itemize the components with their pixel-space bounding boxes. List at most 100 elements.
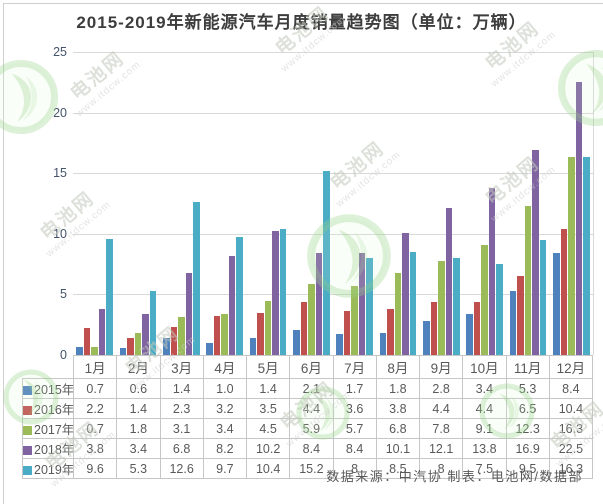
table-row-2015年: 2015年 0.7 0.6 1.4 1.0 1.4 2.1 1.7 1.8 2.8 3.4 5.3 8.… (22, 378, 594, 399)
gridline (73, 233, 593, 235)
month-header: 9月 (418, 355, 464, 379)
bar-2016年-3月 (170, 327, 178, 355)
table-cell: 3.4 (116, 438, 161, 459)
table-cell: 8.4 (289, 438, 334, 459)
bar-group-1月 (73, 238, 116, 355)
table-cell: 3.2 (202, 398, 248, 419)
bar-2016年-6月 (300, 301, 308, 355)
bar-2015年-11月 (509, 290, 517, 355)
bar-2016年-2月 (127, 338, 134, 355)
bar-2015年-4月 (206, 342, 213, 355)
legend-item-2016年: 2016年 (22, 398, 74, 419)
y-axis-label: 5 (60, 287, 67, 302)
table-cell: 16.9 (505, 438, 550, 459)
bar-2019年-2月 (149, 290, 157, 355)
table-cell: 4.4 (418, 398, 464, 419)
table-cell: 10.1 (375, 438, 421, 459)
table-row-2018年: 2018年 3.8 3.4 6.8 8.2 10.2 8.4 8.4 10.1 12.1 13.8 1… (22, 438, 594, 459)
gridline (73, 52, 593, 53)
bar-2015年-2月 (119, 347, 127, 355)
chart-title: 2015-2019年新能源汽车月度销量趋势图（单位：万辆） (76, 13, 527, 32)
bar-2018年-4月 (228, 255, 236, 355)
table-cell: 6.8 (375, 418, 421, 439)
legend-label: 2016年 (34, 403, 74, 417)
table-cell: 12.3 (505, 418, 550, 439)
legend-label: 2018年 (34, 443, 74, 457)
table-cell: 1.4 (245, 378, 291, 399)
bar-2017年-8月 (394, 272, 402, 355)
bar-2017年-12月 (568, 157, 575, 355)
bar-2017年-5月 (264, 300, 272, 355)
bar-2018年-7月 (358, 253, 366, 355)
table-cell: 2.3 (159, 398, 204, 419)
table-cell: 9.6 (72, 458, 118, 479)
bar-2015年-12月 (553, 253, 560, 355)
bar-2019年-10月 (496, 264, 503, 355)
bar-2017年-1月 (91, 346, 98, 355)
bar-2016年-12月 (560, 229, 568, 355)
bar-2016年-11月 (517, 276, 524, 355)
bar-2015年-3月 (163, 338, 170, 355)
table-cell: 10.4 (548, 398, 594, 419)
table-cell: 12.1 (418, 438, 464, 459)
table-cell: 8.4 (332, 438, 377, 459)
bar-2017年-2月 (134, 333, 142, 355)
y-axis-label: 25 (53, 45, 67, 59)
month-header: 1月 (72, 355, 118, 379)
table-body: 2015年 0.7 0.6 1.4 1.0 1.4 2.1 1.7 1.8 2.8 3.4 5.3 8.… (22, 378, 594, 479)
bar-2018年-1月 (98, 308, 106, 355)
bar-2016年-1月 (83, 328, 91, 355)
table-header-row: 1月 2月 3月 4月 5月 6月 7月 8月 9月 10月 11月 12月 (23, 355, 594, 379)
table-cell: 0.7 (72, 378, 118, 399)
bar-2018年-10月 (488, 187, 496, 355)
bar-2019年-6月 (323, 170, 330, 355)
table-cell: 16.3 (548, 458, 594, 479)
bar-2019年-3月 (193, 202, 200, 355)
plot-area: 0 5 10 15 20 25 (53, 45, 594, 362)
table-cell: 6.8 (159, 438, 204, 459)
y-axis-label: 10 (53, 226, 67, 241)
legend-item-2018年: 2018年 (22, 438, 74, 459)
gridline (73, 173, 593, 175)
table-cell: 12.6 (159, 458, 204, 479)
bar-2019年-12月 (583, 157, 590, 355)
bar-group-4月 (203, 237, 246, 355)
bar-group-10月 (463, 187, 506, 355)
bar-2019年-1月 (106, 238, 113, 355)
bar-2016年-4月 (213, 316, 221, 355)
legend-item-2017年: 2017年 (22, 418, 74, 439)
table-cell: 8.4 (548, 378, 594, 399)
bar-group-12月 (550, 82, 593, 355)
table-cell: 15.2 (289, 458, 334, 479)
bar-2015年-1月 (76, 346, 83, 355)
bar-2015年-6月 (293, 329, 300, 355)
table-cell: 5.7 (332, 418, 377, 439)
legend-label: 2015年 (34, 383, 74, 397)
bar-2019年-11月 (539, 239, 547, 355)
legend-label: 2019年 (34, 463, 74, 477)
table-cell: 8.2 (202, 438, 248, 459)
bar-2016年-8月 (387, 308, 394, 355)
table-cell: 3.4 (202, 418, 248, 439)
bar-group-3月 (160, 202, 203, 355)
legend-swatch-2019年 (23, 466, 32, 475)
table-cell: 6.5 (505, 398, 550, 419)
bar-2018年-11月 (532, 150, 539, 355)
bar-2017年-3月 (178, 317, 185, 355)
bar-2018年-12月 (575, 82, 583, 355)
month-header: 8月 (375, 355, 421, 379)
y-axis-label: 0 (60, 348, 67, 362)
month-header: 7月 (332, 355, 377, 379)
table-cell: 5.9 (289, 418, 334, 439)
table-cell: 3.1 (159, 418, 204, 439)
legend-swatch-2015年 (23, 386, 32, 395)
table-cell: 13.8 (462, 438, 507, 459)
bar-2018年-5月 (272, 231, 279, 355)
bar-2015年-9月 (423, 321, 430, 355)
month-header: 11月 (505, 355, 550, 379)
legend-label: 2017年 (34, 423, 74, 437)
gridline (73, 112, 593, 114)
table-cell: 7.8 (418, 418, 464, 439)
table-cell: 10.2 (245, 438, 291, 459)
table-cell: 16.3 (548, 418, 594, 439)
